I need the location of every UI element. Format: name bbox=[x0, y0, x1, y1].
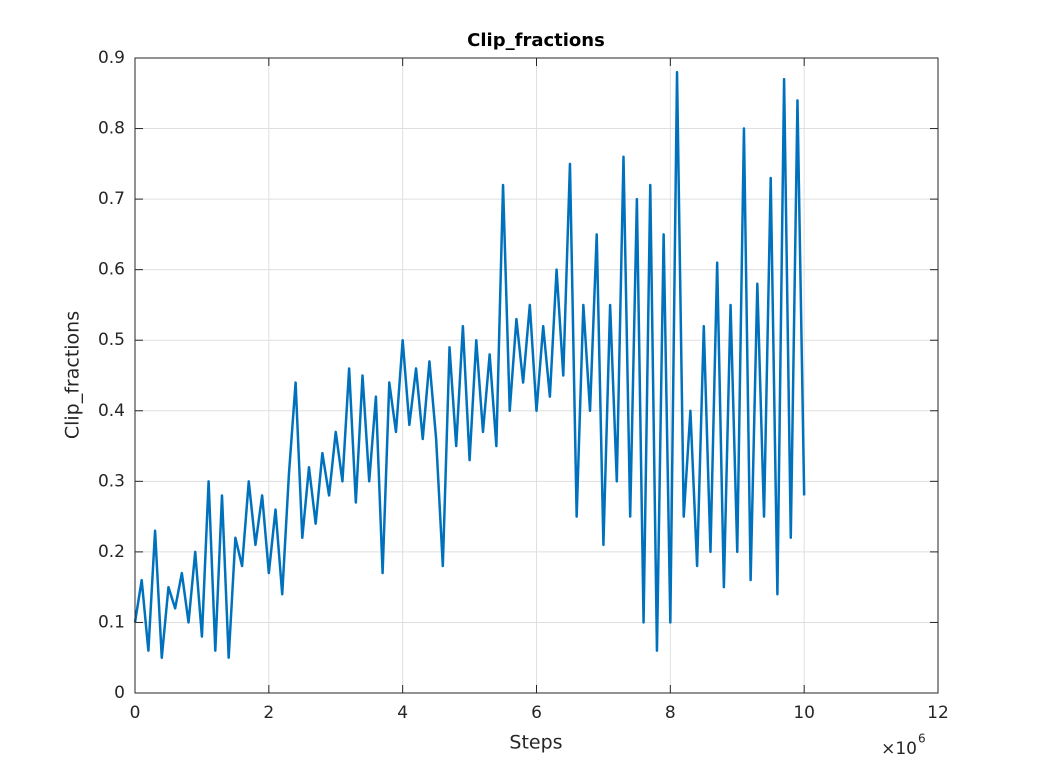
data-line bbox=[133, 70, 806, 659]
y-tick-label: 0.6 bbox=[98, 260, 125, 280]
x-multiplier-exponent: 6 bbox=[918, 732, 926, 746]
x-tick-label: 8 bbox=[665, 703, 676, 723]
y-tick-label: 0.1 bbox=[98, 612, 125, 632]
y-tick-label: 0.3 bbox=[98, 471, 125, 491]
x-tick-label: 10 bbox=[793, 703, 815, 723]
y-tick-label: 0.7 bbox=[98, 189, 125, 209]
y-tick-label: 0.4 bbox=[98, 401, 125, 421]
x-tick-label: 6 bbox=[531, 703, 542, 723]
y-tick-label: 0.5 bbox=[98, 330, 125, 350]
y-axis-label: Clip_fractions bbox=[62, 311, 84, 439]
y-tick-label: 0.2 bbox=[98, 542, 125, 562]
x-tick-label: 4 bbox=[397, 703, 408, 723]
marks bbox=[133, 70, 806, 659]
y-tick-label: 0.8 bbox=[98, 119, 125, 139]
x-multiplier: ×10 bbox=[881, 739, 917, 759]
chart-title: Clip_fractions bbox=[467, 30, 605, 51]
y-tick-label: 0 bbox=[114, 683, 125, 703]
x-tick-label: 0 bbox=[130, 703, 141, 723]
x-axis-label: Steps bbox=[509, 732, 562, 754]
y-tick-label: 0.9 bbox=[98, 48, 125, 68]
x-tick-label: 12 bbox=[927, 703, 949, 723]
x-tick-label: 2 bbox=[263, 703, 274, 723]
